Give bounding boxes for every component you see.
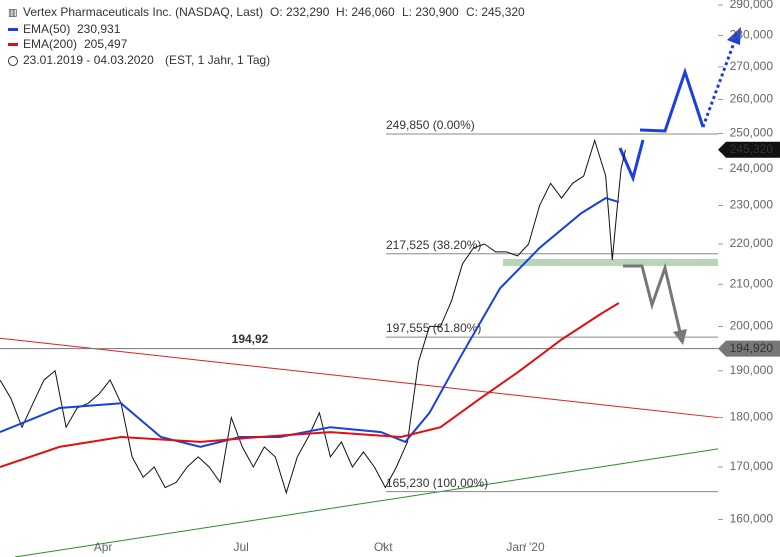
period-note: (EST, 1 Jahr, 1 Tag) <box>165 53 270 67</box>
icon: ▥ <box>8 8 17 19</box>
projection-up <box>639 67 705 133</box>
legend-swatch <box>8 28 18 31</box>
y-tick-label: 230,000 <box>730 198 774 212</box>
y-tick-label: 240,000 <box>730 161 774 175</box>
trendline <box>0 337 719 419</box>
level-marker <box>718 340 780 357</box>
last-marker <box>718 141 780 158</box>
level-label: 194,92 <box>232 332 269 346</box>
x-tick-label: Jul <box>233 540 248 554</box>
legend-swatch <box>8 43 18 46</box>
y-tick-label: 250,000 <box>730 126 774 140</box>
y-tick-label: 180,000 <box>730 410 774 424</box>
y-tick-label: 190,000 <box>730 363 774 377</box>
clock-icon <box>8 56 18 66</box>
fib-label: 217,525 (38.20%) <box>386 238 481 252</box>
legend-value: 205,497 <box>84 37 128 51</box>
y-tick-label: 170,000 <box>730 459 774 473</box>
trendline <box>14 448 719 557</box>
ohlc: L: 230,900 <box>402 5 459 19</box>
price-line <box>0 138 626 495</box>
arrow-head <box>727 27 741 45</box>
fib-label: 165,230 (100,00%) <box>386 476 488 490</box>
y-tick-label: 160,000 <box>730 512 774 526</box>
fib-label: 197,555 (61.80%) <box>386 321 481 335</box>
last-label: 245,320 <box>730 142 774 156</box>
x-tick-label: Jan '20 <box>506 540 545 554</box>
projection-up <box>618 139 645 183</box>
legend-label: EMA(200) <box>23 37 77 51</box>
projection-dotted <box>701 39 737 128</box>
legend-value: 230,931 <box>77 22 121 36</box>
ohlc: O: 232,290 <box>270 5 330 19</box>
level-axis-label: 194,920 <box>730 341 774 355</box>
ohlc: H: 246,060 <box>336 5 395 19</box>
y-tick-label: 270,000 <box>730 59 774 73</box>
ema-line <box>0 197 620 448</box>
y-tick-label: 210,000 <box>730 276 774 290</box>
ohlc: C: 245,320 <box>466 5 525 19</box>
period: 23.01.2019 - 04.03.2020 <box>23 53 154 67</box>
y-tick-label: 260,000 <box>730 92 774 106</box>
ema-line <box>0 302 620 468</box>
projection-down <box>623 262 682 333</box>
support-zone <box>503 259 718 266</box>
y-tick-label: 280,000 <box>730 28 774 42</box>
title: Vertex Pharmaceuticals Inc. (NASDAQ, Las… <box>23 5 263 19</box>
y-tick-label: 200,000 <box>730 319 774 333</box>
projection-drawings <box>618 27 741 345</box>
y-tick-label: 220,000 <box>730 236 774 250</box>
y-tick-label: 290,000 <box>730 0 774 11</box>
fib-label: 249,850 (0.00%) <box>386 118 475 132</box>
x-tick-label: Okt <box>374 540 393 554</box>
legend-label: EMA(50) <box>23 22 70 36</box>
legend: ▥ Vertex Pharmaceuticals Inc. (NASDAQ, L… <box>8 5 525 67</box>
